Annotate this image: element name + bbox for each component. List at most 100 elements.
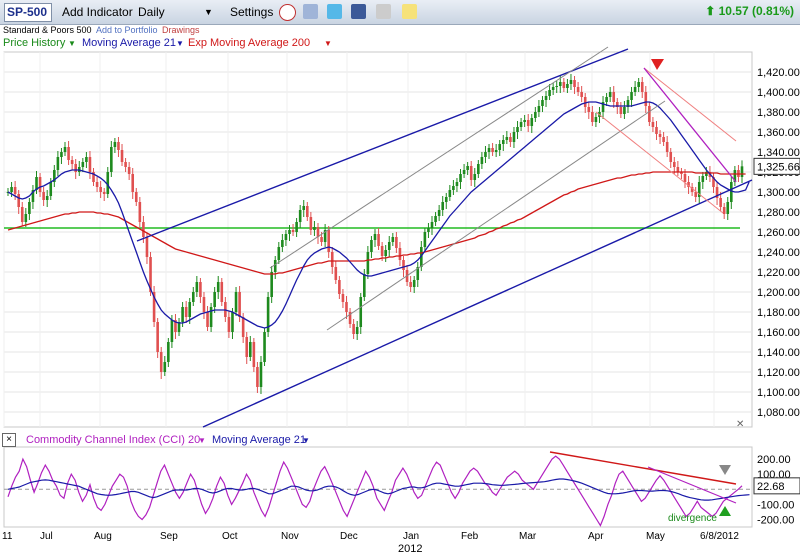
candle-body	[167, 342, 170, 362]
chevron-down-icon[interactable]: ▼	[302, 436, 310, 445]
candle-body	[591, 112, 594, 122]
candle-body	[494, 150, 498, 152]
candle-body	[323, 230, 327, 242]
legend-cci[interactable]: Commodity Channel Index (CCI) 20	[26, 434, 201, 446]
candle-body	[566, 84, 569, 88]
drawings-link[interactable]: Drawings	[162, 25, 200, 35]
toolbar: SP-500 Add Indicator Daily ▼ Settings ⬆ …	[0, 0, 800, 25]
price-tick-label: 1,200.00	[757, 287, 800, 299]
candle-body	[348, 312, 352, 324]
down-arrow-icon	[719, 465, 731, 475]
candle-body	[245, 337, 249, 357]
candle-body	[402, 260, 405, 270]
candle-body	[241, 317, 245, 337]
price-tick-label: 1,280.00	[757, 207, 800, 219]
candle-body	[20, 207, 24, 222]
up-arrow-icon: ⬆	[705, 4, 716, 18]
candle-body	[202, 297, 206, 312]
trend-line	[326, 100, 666, 331]
candle-body	[569, 80, 573, 84]
candle-body	[113, 142, 117, 147]
candle-body	[712, 177, 715, 187]
price-legend: Price History ▼ Moving Average 21 ▼ Exp …	[0, 37, 800, 51]
candle-body	[473, 174, 477, 180]
candle-body	[501, 140, 505, 144]
candle-body	[509, 137, 512, 142]
candle-body	[24, 214, 28, 222]
candle-body	[88, 157, 92, 172]
twitter-icon[interactable]	[327, 4, 342, 19]
candle-body	[288, 230, 291, 234]
candle-body	[583, 97, 587, 107]
close-icon[interactable]: ×	[2, 433, 16, 447]
candle-body	[673, 162, 676, 167]
alarm-clock-icon[interactable]	[279, 4, 296, 21]
candle-body	[127, 167, 131, 174]
chevron-down-icon[interactable]: ▼	[176, 39, 184, 48]
print-icon[interactable]	[376, 4, 391, 19]
chevron-down-icon[interactable]: ▼	[324, 39, 332, 48]
channel-upper-line	[136, 48, 629, 242]
candle-body	[690, 187, 694, 192]
magenta-trend-line	[643, 67, 737, 183]
candle-body	[434, 216, 437, 222]
candle-body	[106, 172, 110, 194]
candle-body	[384, 250, 387, 256]
legend-price-history[interactable]: Price History	[3, 37, 66, 49]
add-indicator-button[interactable]: Add Indicator	[62, 5, 133, 19]
candle-body	[195, 282, 199, 292]
price-grid: 1,080.00 1,100.00 1,120.00 1,140.00 1,160.00…	[3, 51, 800, 428]
facebook-icon[interactable]	[351, 4, 366, 19]
period-select[interactable]: Daily	[138, 5, 165, 19]
settings-button[interactable]: Settings	[230, 5, 274, 19]
candle-body	[594, 117, 598, 122]
candle-body	[188, 302, 192, 317]
cci-tick-label: -100.00	[757, 499, 794, 511]
legend-ema200[interactable]: Exp Moving Average 200	[188, 37, 311, 49]
candle-body	[615, 102, 619, 107]
cci-line	[7, 455, 743, 527]
ticker-input[interactable]: SP-500	[4, 3, 52, 22]
x-tick-label: Apr	[588, 531, 604, 542]
candle-body	[558, 82, 562, 86]
candle-body	[270, 272, 273, 297]
candle-body	[266, 297, 270, 332]
price-marks: 1,325.66	[4, 46, 800, 428]
close-icon[interactable]: ✕	[736, 419, 745, 430]
candle-body	[156, 322, 159, 352]
price-tick-label: 1,080.00	[757, 407, 800, 419]
candle-body	[306, 206, 309, 217]
legend-cci-ma[interactable]: Moving Average 21	[212, 434, 306, 446]
candle-body	[687, 182, 690, 187]
candle-body	[191, 292, 195, 302]
candle-body	[338, 280, 341, 294]
candle-body	[95, 182, 99, 187]
price-tick-label: 1,180.00	[757, 307, 800, 319]
price-tick-label: 1,100.00	[757, 387, 800, 399]
candle-body	[580, 92, 583, 97]
legend-ma21[interactable]: Moving Average 21	[82, 37, 176, 49]
candle-body	[17, 194, 20, 207]
candle-body	[45, 196, 49, 200]
candle-body	[149, 257, 152, 292]
page-icon[interactable]	[303, 4, 318, 19]
candle-body	[683, 174, 687, 182]
chevron-down-icon[interactable]: ▼	[198, 436, 206, 445]
chevron-down-icon[interactable]: ▼	[68, 39, 76, 48]
candle-body	[259, 362, 263, 387]
candle-body	[373, 234, 377, 240]
candle-body	[145, 237, 149, 257]
candle-body	[56, 157, 60, 170]
candle-body	[38, 177, 42, 192]
candle-body	[234, 292, 238, 312]
cci-last-box	[753, 477, 800, 495]
candle-body	[10, 187, 13, 192]
cci-ma-line	[7, 478, 750, 501]
add-to-portfolio-link[interactable]: Add to Portfolio	[96, 25, 158, 35]
candle-body	[505, 137, 509, 140]
candle-body	[633, 87, 637, 92]
candle-body	[541, 100, 544, 106]
note-icon[interactable]	[402, 4, 417, 19]
chevron-down-icon[interactable]: ▼	[204, 7, 213, 17]
candle-body	[487, 148, 491, 152]
